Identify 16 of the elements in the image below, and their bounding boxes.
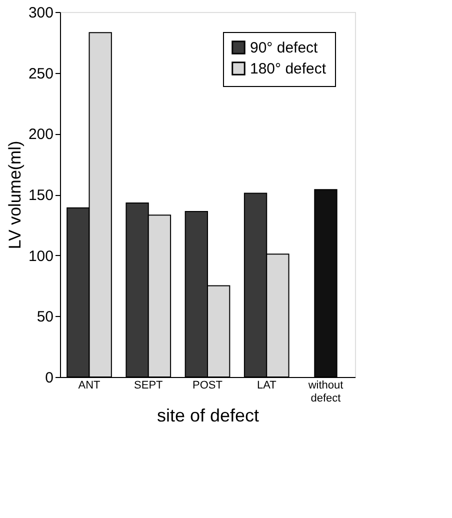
x-tick-label: LAT [256, 380, 277, 392]
y-tick-label: 300 [28, 4, 54, 22]
y-tick-label: 50 [36, 308, 54, 326]
legend-label: 90° defect [250, 40, 319, 56]
x-tick-label: POST [192, 380, 223, 392]
legend-label: 180° defect [250, 60, 327, 78]
y-tick-label: 250 [28, 65, 54, 82]
y-tick-label: 0 [45, 370, 54, 386]
y-tick-label: 150 [28, 187, 54, 204]
y-axis-title: LV volume(ml) [5, 140, 24, 250]
x-tick-label: ANT [78, 380, 101, 392]
y-tick-label: 200 [28, 126, 54, 144]
y-tick-label: 100 [28, 248, 54, 265]
x-tick-label: SEPT [134, 380, 164, 392]
x-tick-label: without defect [307, 380, 344, 404]
x-axis-title: site of defect [156, 406, 260, 426]
